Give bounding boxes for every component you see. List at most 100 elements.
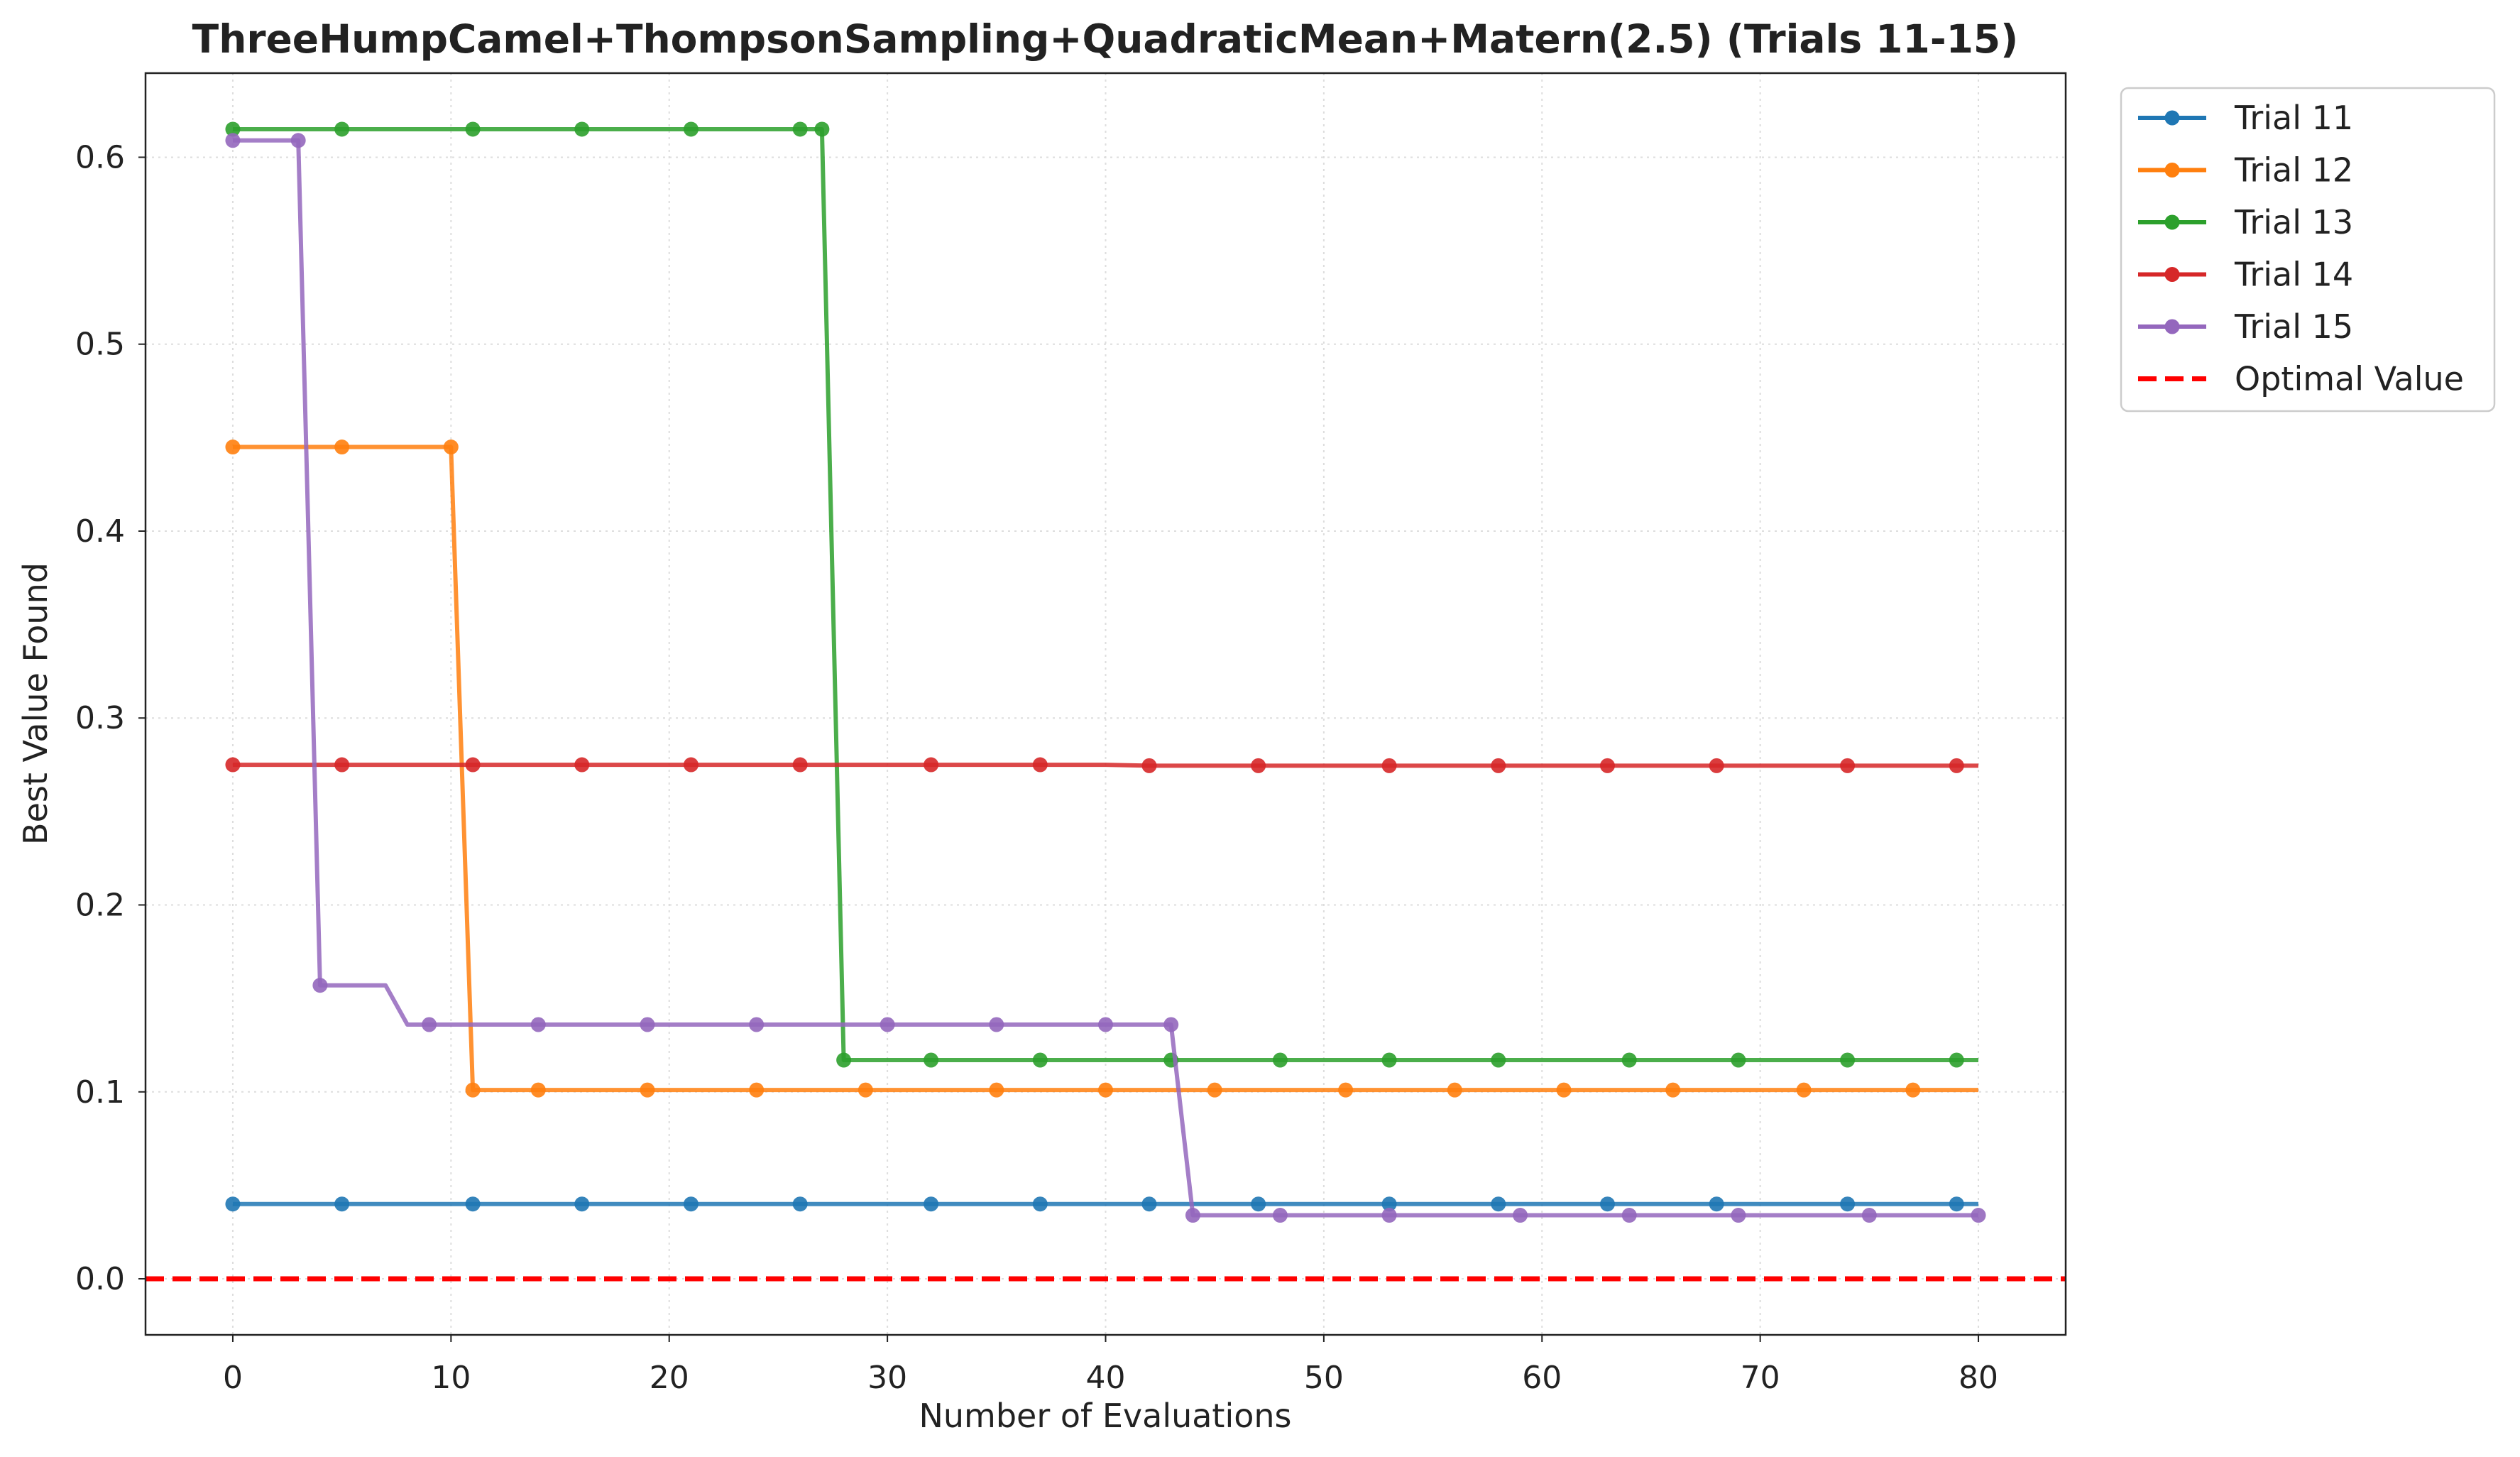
legend-marker bbox=[2164, 267, 2180, 282]
data-point bbox=[792, 121, 808, 137]
data-point bbox=[1513, 1208, 1528, 1223]
data-point bbox=[858, 1082, 873, 1098]
x-tick-label: 40 bbox=[1086, 1360, 1126, 1396]
data-point bbox=[334, 757, 350, 773]
data-point bbox=[225, 757, 241, 773]
data-point bbox=[334, 121, 350, 137]
x-tick-label: 30 bbox=[867, 1360, 907, 1396]
legend-entry: Trial 15 bbox=[2138, 307, 2353, 346]
data-point bbox=[334, 440, 350, 455]
data-point bbox=[465, 757, 481, 773]
data-point bbox=[1949, 1052, 1964, 1068]
data-point bbox=[1447, 1082, 1462, 1098]
legend-label: Trial 12 bbox=[2234, 151, 2353, 190]
x-axis-ticks: 0 10 20 30 40 50 60 70 80 bbox=[223, 1335, 1998, 1396]
legend: Trial 11 Trial 12 Trial 13 Trial 14 Trial 15… bbox=[2120, 87, 2496, 413]
legend-entry: Trial 14 bbox=[2138, 256, 2353, 294]
data-point bbox=[1163, 1017, 1179, 1032]
data-point bbox=[749, 1017, 765, 1032]
data-point bbox=[989, 1082, 1004, 1098]
data-point bbox=[1032, 757, 1048, 773]
data-point bbox=[1731, 1208, 1746, 1223]
data-point bbox=[683, 121, 699, 137]
data-point bbox=[1251, 758, 1266, 773]
data-point bbox=[443, 440, 459, 455]
data-point bbox=[1861, 1208, 1877, 1223]
x-tick-label: 20 bbox=[650, 1360, 689, 1396]
y-tick-label: 0.4 bbox=[75, 513, 125, 550]
data-point bbox=[1665, 1082, 1681, 1098]
data-point bbox=[792, 757, 808, 773]
data-point bbox=[290, 133, 306, 148]
data-point bbox=[1251, 1196, 1266, 1212]
data-point bbox=[225, 133, 241, 148]
data-point bbox=[574, 121, 590, 137]
legend-marker bbox=[2164, 214, 2180, 230]
data-point bbox=[792, 1196, 808, 1212]
data-point bbox=[465, 121, 481, 137]
data-point bbox=[1272, 1052, 1288, 1068]
legend-marker bbox=[2164, 110, 2180, 126]
data-point bbox=[1949, 758, 1964, 773]
data-point bbox=[1840, 1052, 1856, 1068]
data-point bbox=[1599, 758, 1615, 773]
data-point bbox=[1621, 1208, 1637, 1223]
legend-label: Trial 14 bbox=[2234, 256, 2353, 294]
data-point bbox=[749, 1082, 765, 1098]
y-axis-ticks: 0.0 0.1 0.2 0.3 0.4 0.5 0.6 bbox=[75, 139, 146, 1297]
data-point bbox=[989, 1017, 1004, 1032]
data-point bbox=[1098, 1017, 1113, 1032]
data-point bbox=[225, 440, 241, 455]
legend-marker bbox=[2164, 319, 2180, 334]
data-point bbox=[1971, 1208, 1986, 1223]
data-point bbox=[640, 1017, 655, 1032]
data-point bbox=[1141, 1196, 1157, 1212]
data-point bbox=[1621, 1052, 1637, 1068]
data-point bbox=[574, 757, 590, 773]
series-line bbox=[233, 127, 1978, 1062]
data-point bbox=[1905, 1082, 1921, 1098]
data-point bbox=[1556, 1082, 1572, 1098]
legend-entry: Trial 11 bbox=[2138, 99, 2353, 137]
legend-label: Optimal Value bbox=[2235, 360, 2464, 398]
x-tick-label: 60 bbox=[1522, 1360, 1562, 1396]
data-point bbox=[225, 1196, 241, 1212]
data-point bbox=[312, 978, 328, 993]
data-point bbox=[1098, 1082, 1113, 1098]
series-line bbox=[233, 138, 1978, 1218]
y-tick-label: 0.1 bbox=[75, 1074, 125, 1111]
y-tick-label: 0.2 bbox=[75, 888, 125, 924]
data-point bbox=[225, 121, 241, 137]
legend-label: Trial 11 bbox=[2234, 99, 2353, 137]
data-point bbox=[1032, 1196, 1048, 1212]
y-tick-label: 0.5 bbox=[75, 327, 125, 363]
x-tick-label: 50 bbox=[1304, 1360, 1344, 1396]
legend-entry: Trial 12 bbox=[2138, 151, 2353, 190]
legend-box bbox=[2120, 87, 2496, 413]
series-trial-15 bbox=[225, 133, 1986, 1223]
data-point bbox=[640, 1082, 655, 1098]
data-point bbox=[683, 1196, 699, 1212]
data-point bbox=[574, 1196, 590, 1212]
legend-entry: Optimal Value bbox=[2138, 360, 2464, 398]
series-layer bbox=[225, 121, 1986, 1223]
data-point bbox=[924, 1052, 939, 1068]
data-point bbox=[1840, 758, 1856, 773]
data-point bbox=[422, 1017, 437, 1032]
data-point bbox=[530, 1017, 546, 1032]
data-point bbox=[1032, 1052, 1048, 1068]
data-point bbox=[465, 1196, 481, 1212]
series-trial-13 bbox=[225, 121, 1978, 1068]
data-point bbox=[1381, 758, 1397, 773]
data-point bbox=[1141, 758, 1157, 773]
data-point bbox=[1338, 1082, 1354, 1098]
data-point bbox=[924, 1196, 939, 1212]
series-trial-11 bbox=[225, 1196, 1978, 1212]
data-point bbox=[683, 757, 699, 773]
data-point bbox=[1599, 1196, 1615, 1212]
x-tick-label: 80 bbox=[1959, 1360, 1998, 1396]
data-point bbox=[1491, 1196, 1506, 1212]
y-axis-label: Best Value Found bbox=[16, 562, 55, 845]
x-axis-label: Number of Evaluations bbox=[919, 1397, 1291, 1435]
